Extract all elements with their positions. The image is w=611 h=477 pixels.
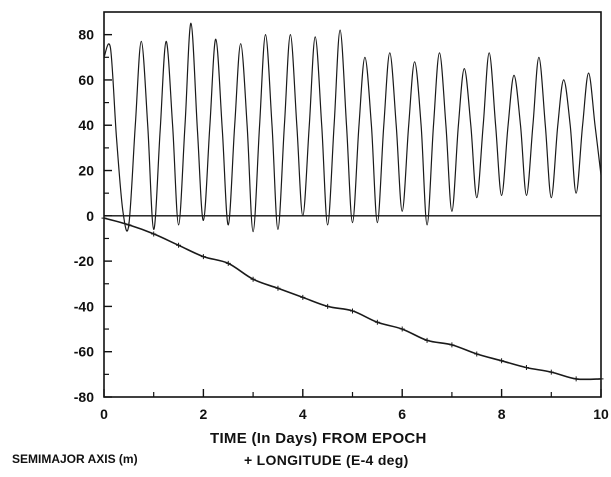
x-axis-ticks: 0 2 4 6 8 10	[100, 389, 609, 422]
x-tick-label: 4	[299, 406, 307, 422]
series-point-marker	[275, 285, 281, 291]
series-point-marker	[350, 308, 355, 314]
series-point-marker	[499, 358, 505, 364]
series-point-marker	[176, 242, 182, 248]
series-point-marker	[101, 215, 107, 221]
series-point-marker	[151, 231, 157, 237]
x-tick-label: 10	[593, 406, 609, 422]
series-point-marker	[598, 376, 604, 382]
x-axis-label-line2: + LONGITUDE (E-4 deg)	[244, 452, 409, 468]
series-point-marker	[474, 351, 480, 357]
y-tick-label: 60	[78, 72, 94, 88]
series-point-marker	[399, 326, 405, 332]
y-tick-label: 80	[78, 27, 94, 43]
series-point-marker	[573, 376, 579, 382]
y-tick-label: -80	[74, 389, 94, 405]
y-axis-ticks: 80 60 40 20 0 -20 -40 -60 -80	[74, 27, 112, 405]
series-point-marker	[449, 342, 455, 348]
series-point-marker	[300, 294, 306, 300]
x-tick-label: 6	[398, 406, 406, 422]
series-point-marker	[200, 254, 206, 260]
series-point-marker	[374, 319, 380, 325]
series-point-marker	[126, 222, 132, 228]
plot-frame	[103, 11, 602, 398]
y-tick-label: 20	[78, 163, 94, 179]
series-point-marker	[523, 365, 529, 371]
series-line-oscillating	[103, 22, 602, 233]
series-point-marker	[225, 260, 231, 266]
x-tick-label: 0	[100, 406, 108, 422]
series-point-marker	[548, 369, 554, 375]
series-point-marker	[424, 337, 430, 343]
y-tick-label: -40	[74, 298, 94, 314]
y-tick-label: -60	[74, 344, 94, 360]
y-tick-label: -20	[74, 253, 94, 269]
y-tick-label: 40	[78, 117, 94, 133]
series-line-drift	[103, 217, 602, 381]
x-axis-label-line1: TIME (In Days) FROM EPOCH	[210, 430, 427, 447]
x-tick-label: 8	[498, 406, 506, 422]
series-point-marker	[325, 303, 331, 309]
series-point-marker	[250, 276, 256, 282]
series-layer	[101, 22, 604, 382]
y-tick-label: 0	[86, 208, 94, 224]
y-axis-label: SEMIMAJOR AXIS (m)	[12, 452, 138, 466]
x-tick-label: 2	[200, 406, 208, 422]
